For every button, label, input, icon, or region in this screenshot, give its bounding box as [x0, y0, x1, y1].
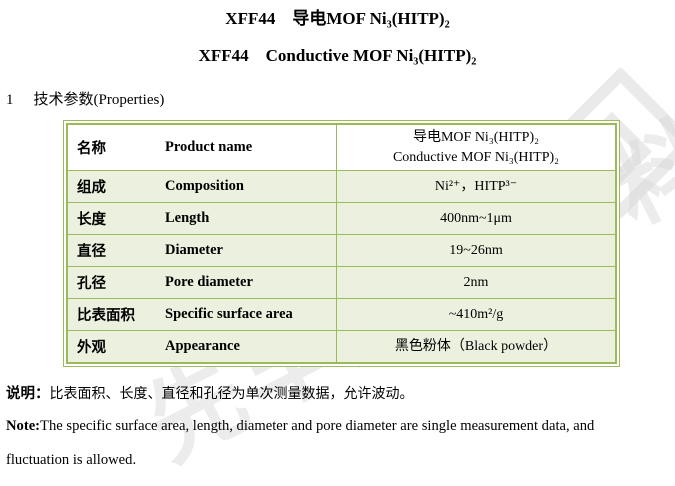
table-row-diameter: 直径 Diameter 19~26nm	[68, 234, 615, 266]
note-en-line2: fluctuation is allowed.	[6, 452, 137, 468]
property-label-en: Composition	[165, 178, 244, 194]
section-number: 1	[6, 92, 14, 108]
property-label-zh: 比表面积	[77, 308, 135, 324]
table-row-length: 长度 Length 400nm~1μm	[68, 202, 615, 234]
note-en-line1: Note:The specific surface area, length, …	[6, 416, 675, 436]
property-label-en: Pore diameter	[165, 274, 253, 290]
value-line: 19~26nm	[449, 242, 503, 258]
property-label-zh: 直径	[77, 244, 106, 260]
value-line: Conductive MOF Ni₃(HITP)₂	[392, 149, 560, 165]
value-line: Ni²⁺，HITP³⁻	[434, 178, 518, 194]
table-row-composition: 组成 Composition Ni²⁺，HITP³⁻	[68, 170, 615, 202]
page-title-en: XFF44 Conductive MOF Ni₃(HITP)₂	[198, 46, 477, 65]
property-label-en: Length	[165, 210, 210, 226]
property-label-zh: 孔径	[77, 276, 106, 292]
property-value: 19~26nm	[336, 235, 615, 266]
property-value: 导电MOF Ni₃(HITP)₂ Conductive MOF Ni₃(HITP…	[336, 125, 615, 170]
page-title-zh: XFF44 导电MOF Ni₃(HITP)₂	[225, 9, 450, 28]
property-value: 2nm	[336, 267, 615, 298]
property-label-zh: 组成	[77, 180, 106, 196]
datasheet-page: XFF44 导电MOF Ni₃(HITP)₂ XFF44 Conductive …	[6, 9, 675, 470]
property-label-zh: 外观	[77, 340, 106, 356]
note-en-text: The specific surface area, length, diame…	[40, 418, 595, 434]
table-row-product-name: 名称 Product name 导电MOF Ni₃(HITP)₂ Conduct…	[68, 125, 615, 170]
note-zh: 说明：比表面积、长度、直径和孔径为单次测量数据，允许波动。	[6, 382, 675, 403]
property-value: 400nm~1μm	[336, 203, 615, 234]
property-label-zh: 长度	[77, 212, 106, 228]
properties-table: 名称 Product name 导电MOF Ni₃(HITP)₂ Conduct…	[63, 120, 620, 367]
property-label-en: Diameter	[165, 242, 223, 258]
properties-table-body: 名称 Product name 导电MOF Ni₃(HITP)₂ Conduct…	[66, 123, 617, 364]
note-zh-text: 比表面积、长度、直径和孔径为单次测量数据，允许波动。	[49, 387, 414, 402]
value-line: 400nm~1μm	[440, 210, 512, 226]
note-en-label: Note:	[6, 418, 41, 434]
property-label-zh: 名称	[77, 141, 106, 157]
note-en: Note:The specific surface area, length, …	[6, 416, 675, 470]
property-label-en: Specific surface area	[165, 306, 293, 322]
table-row-pore-diameter: 孔径 Pore diameter 2nm	[68, 266, 615, 298]
property-value: Ni²⁺，HITP³⁻	[336, 171, 615, 202]
value-line: ~410m²/g	[448, 306, 504, 322]
property-label-en: Product name	[165, 139, 253, 155]
property-value: ~410m²/g	[336, 299, 615, 330]
value-line: 黑色粉体（Black powder）	[394, 338, 558, 354]
property-value: 黑色粉体（Black powder）	[336, 331, 615, 362]
table-row-appearance: 外观 Appearance 黑色粉体（Black powder）	[68, 330, 615, 362]
section-title: 技术参数(Properties)	[33, 92, 165, 108]
table-row-specific-surface-area: 比表面积 Specific surface area ~410m²/g	[68, 298, 615, 330]
note-zh-label: 说明：	[6, 386, 50, 402]
value-line: 导电MOF Ni₃(HITP)₂	[412, 129, 540, 145]
property-label-en: Appearance	[165, 338, 240, 354]
value-line: 2nm	[463, 274, 489, 290]
section-heading: 1 技术参数(Properties)	[6, 88, 675, 109]
